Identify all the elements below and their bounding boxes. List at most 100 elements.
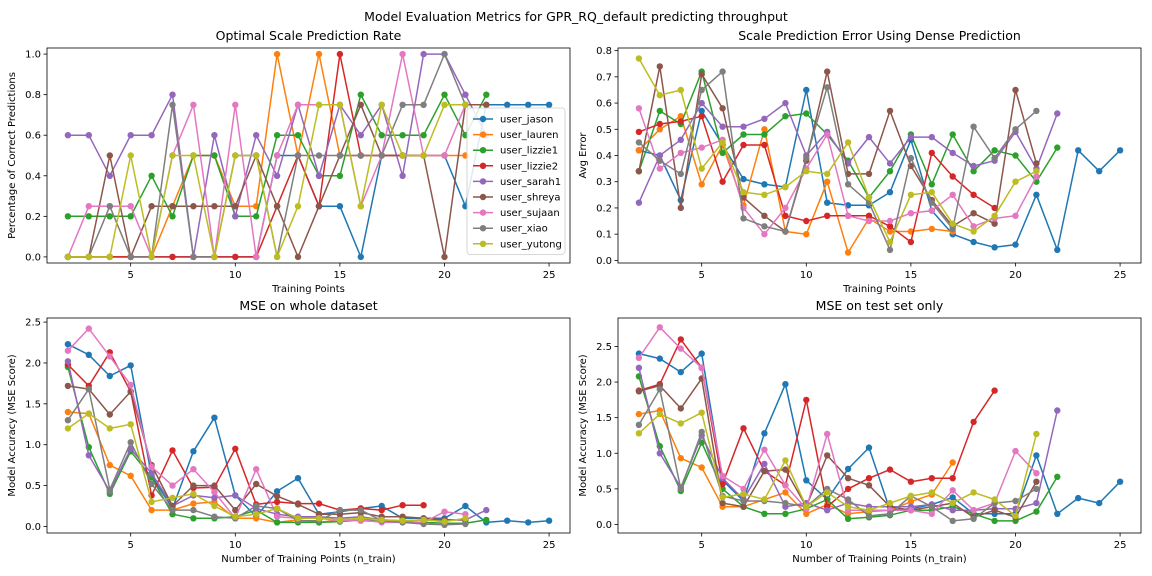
series-line (67, 385, 466, 521)
data-point (991, 496, 998, 503)
data-point (740, 123, 747, 130)
data-point (991, 507, 998, 514)
data-point (294, 475, 302, 482)
data-point (148, 463, 155, 470)
data-point (761, 460, 768, 468)
series-user_lizzie2 (635, 336, 998, 510)
data-point (127, 213, 134, 220)
data-point (844, 485, 852, 493)
data-point (127, 439, 134, 446)
data-point (85, 325, 93, 332)
data-point (253, 132, 260, 139)
data-point (294, 152, 302, 159)
data-point (782, 510, 789, 517)
data-point (399, 50, 406, 58)
y-tick-label: 0.4 (596, 151, 612, 162)
y-axis-label: Avg Error (578, 132, 589, 179)
data-point (1012, 497, 1019, 505)
y-tick-label: 0.8 (25, 90, 41, 101)
series-user_shreya (635, 63, 1040, 235)
y-tick-label: 2.5 (25, 318, 41, 329)
data-point (273, 488, 281, 495)
subplot-4: MSE on test set only 5 10 15 20 25 0.0 0.5 1.0 1.… (578, 298, 1142, 565)
data-point (782, 113, 789, 120)
data-point (698, 464, 705, 471)
data-point (677, 336, 684, 343)
data-point (106, 461, 114, 469)
x-tick-label: 20 (1009, 270, 1022, 281)
data-point (1054, 407, 1061, 414)
series-line (638, 65, 1038, 233)
y-tick-label: 0.5 (596, 125, 612, 136)
data-point (698, 350, 705, 357)
data-point (1033, 191, 1040, 198)
data-point (106, 152, 114, 159)
legend-marker (479, 162, 487, 169)
x-tick-label: 25 (1114, 270, 1127, 281)
data-point (824, 212, 831, 219)
data-point (740, 503, 747, 510)
data-point (949, 507, 956, 514)
data-point (844, 465, 852, 473)
y-tick-label: 0.5 (25, 481, 41, 492)
subplot-1: Optimal Scale Prediction Rate 5 10 15 20 25 0.… (7, 28, 571, 295)
data-point (64, 253, 72, 261)
data-point (677, 204, 684, 212)
data-point (85, 351, 93, 358)
data-point (656, 324, 663, 331)
axes-frame (46, 317, 571, 534)
y-axis-label: Percentage of Correct Predictions (7, 72, 18, 239)
data-point (928, 199, 935, 206)
data-point (1012, 241, 1019, 248)
data-point (677, 149, 684, 157)
data-point (504, 517, 511, 524)
series-user_yutong (635, 409, 1040, 520)
data-point (761, 126, 768, 133)
data-point (399, 101, 406, 109)
data-point (190, 448, 197, 455)
subplot-title: MSE on whole dataset (239, 298, 377, 313)
data-point (761, 231, 768, 238)
data-point (949, 487, 956, 494)
y-tick-label: 0.4 (25, 171, 41, 182)
data-point (698, 165, 705, 172)
data-point (907, 133, 915, 141)
data-point (273, 152, 281, 159)
axes-frame (617, 47, 1142, 264)
data-point (1054, 510, 1061, 517)
data-point (656, 126, 663, 133)
data-point (294, 515, 302, 522)
series-user_lizzie1 (64, 91, 490, 220)
data-point (740, 194, 747, 201)
data-point (441, 508, 448, 515)
y-tick-label: 0.0 (596, 256, 612, 267)
y-tick-label: 0.2 (596, 203, 612, 214)
data-point (441, 50, 448, 58)
data-point (970, 507, 977, 514)
data-point (232, 101, 239, 109)
data-point (148, 132, 155, 139)
data-point (148, 506, 155, 514)
data-point (698, 71, 705, 78)
data-point (169, 152, 176, 159)
data-point (64, 213, 72, 220)
data-point (844, 475, 852, 482)
data-point (483, 91, 490, 98)
data-point (378, 132, 385, 139)
data-point (1054, 110, 1061, 117)
data-point (907, 191, 915, 198)
data-point (64, 132, 72, 139)
y-tick-label: 1.5 (25, 399, 41, 410)
data-point (865, 194, 873, 201)
data-point (803, 154, 810, 162)
x-tick-label: 5 (698, 540, 704, 551)
legend-marker (479, 178, 487, 185)
data-point (928, 225, 935, 233)
data-point (677, 136, 684, 143)
series-user_shreya (64, 101, 490, 261)
data-point (1054, 246, 1061, 254)
data-point (761, 191, 768, 198)
data-point (928, 510, 935, 517)
y-tick-label: 0.1 (596, 230, 612, 241)
data-point (462, 502, 469, 510)
